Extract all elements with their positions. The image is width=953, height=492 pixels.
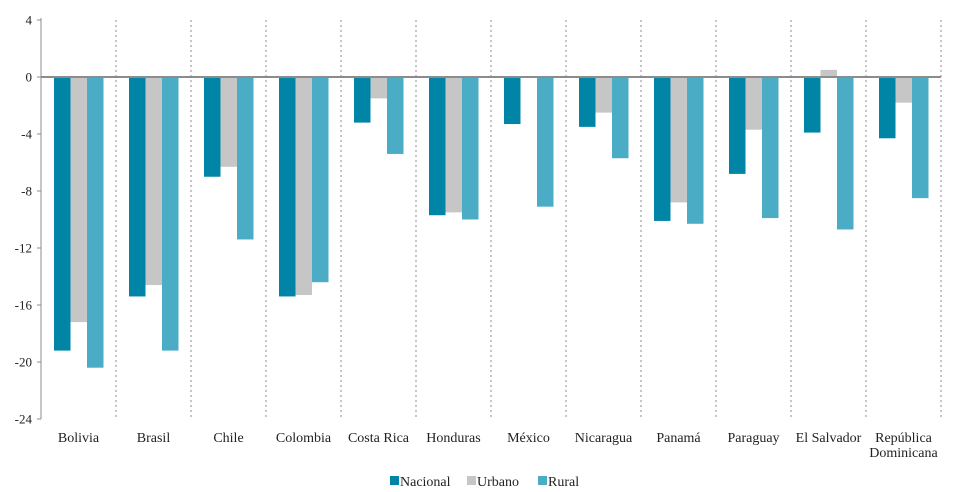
bar-nacional-4 <box>354 77 371 123</box>
bar-nacional-11 <box>879 77 896 139</box>
bar-rural-8 <box>687 77 704 224</box>
bars <box>54 69 929 368</box>
y-tick-label: -16 <box>15 298 33 313</box>
bar-urbano-10 <box>820 69 837 77</box>
legend: Nacional Urbano Rural <box>390 475 579 490</box>
legend-swatch-rural <box>538 476 547 485</box>
bar-nacional-3 <box>279 77 296 297</box>
x-tick-label: Brasil <box>137 431 171 446</box>
bar-rural-5 <box>462 77 479 220</box>
x-tick-label: Honduras <box>426 431 480 446</box>
bar-urbano-0 <box>70 77 87 323</box>
x-tick-label: Chile <box>213 431 243 446</box>
x-tick-label: El Salvador <box>796 431 862 446</box>
x-tick-label: Costa Rica <box>348 431 410 446</box>
bar-rural-3 <box>312 77 329 283</box>
bar-urbano-5 <box>445 77 462 213</box>
bar-nacional-0 <box>54 77 71 351</box>
x-tick-label: México <box>507 431 550 446</box>
bar-nacional-8 <box>654 77 671 221</box>
bar-rural-6 <box>537 77 554 207</box>
y-tick-label: -4 <box>21 127 32 142</box>
bar-urbano-4 <box>370 77 387 99</box>
bar-urbano-8 <box>670 77 687 203</box>
x-axis-labels: Bolivia Brasil Chile Colombia Costa Rica Hond… <box>58 431 939 461</box>
legend-swatch-nacional <box>390 476 399 485</box>
category-separators <box>115 20 942 419</box>
bar-urbano-7 <box>595 77 612 113</box>
legend-label-nacional: Nacional <box>400 475 451 487</box>
y-tick-label: -24 <box>15 412 33 427</box>
x-tick-label: República Dominicana <box>869 431 938 461</box>
y-tick-label: -20 <box>15 355 32 370</box>
bar-rural-0 <box>87 77 104 368</box>
x-tick-label: Panamá <box>656 431 701 446</box>
bar-nacional-7 <box>579 77 596 127</box>
x-tick-label: Colombia <box>276 431 332 446</box>
bar-nacional-6 <box>504 77 521 125</box>
bar-rural-7 <box>612 77 629 159</box>
y-axis-ticks: 4 0 -4 -8 -12 -16 -20 -24 <box>15 13 41 427</box>
bar-nacional-10 <box>804 77 821 133</box>
axes <box>40 18 941 419</box>
x-tick-label: Nicaragua <box>575 431 633 446</box>
x-tick-label: Bolivia <box>58 431 100 446</box>
y-tick-label: -12 <box>15 241 32 256</box>
bar-nacional-5 <box>429 77 446 216</box>
y-tick-label: 4 <box>26 13 33 28</box>
bar-rural-2 <box>237 77 254 240</box>
bar-rural-1 <box>162 77 179 351</box>
bar-urbano-11 <box>895 77 912 103</box>
legend-swatch-urbano <box>467 476 476 485</box>
bar-rural-4 <box>387 77 404 154</box>
x-tick-label: Paraguay <box>727 431 779 446</box>
bar-nacional-1 <box>129 77 146 297</box>
y-tick-label: -8 <box>21 184 32 199</box>
bar-urbano-1 <box>145 77 162 286</box>
bar-nacional-2 <box>204 77 221 177</box>
legend-label-urbano: Urbano <box>477 475 519 487</box>
y-tick-label: 0 <box>26 70 33 85</box>
bar-urbano-9 <box>745 77 762 130</box>
legend-label-rural: Rural <box>548 475 579 487</box>
bar-urbano-3 <box>295 77 312 296</box>
bar-nacional-9 <box>729 77 746 174</box>
bar-urbano-2 <box>220 77 237 167</box>
bar-rural-9 <box>762 77 779 219</box>
bar-rural-10 <box>837 77 854 230</box>
bar-rural-11 <box>912 77 929 199</box>
